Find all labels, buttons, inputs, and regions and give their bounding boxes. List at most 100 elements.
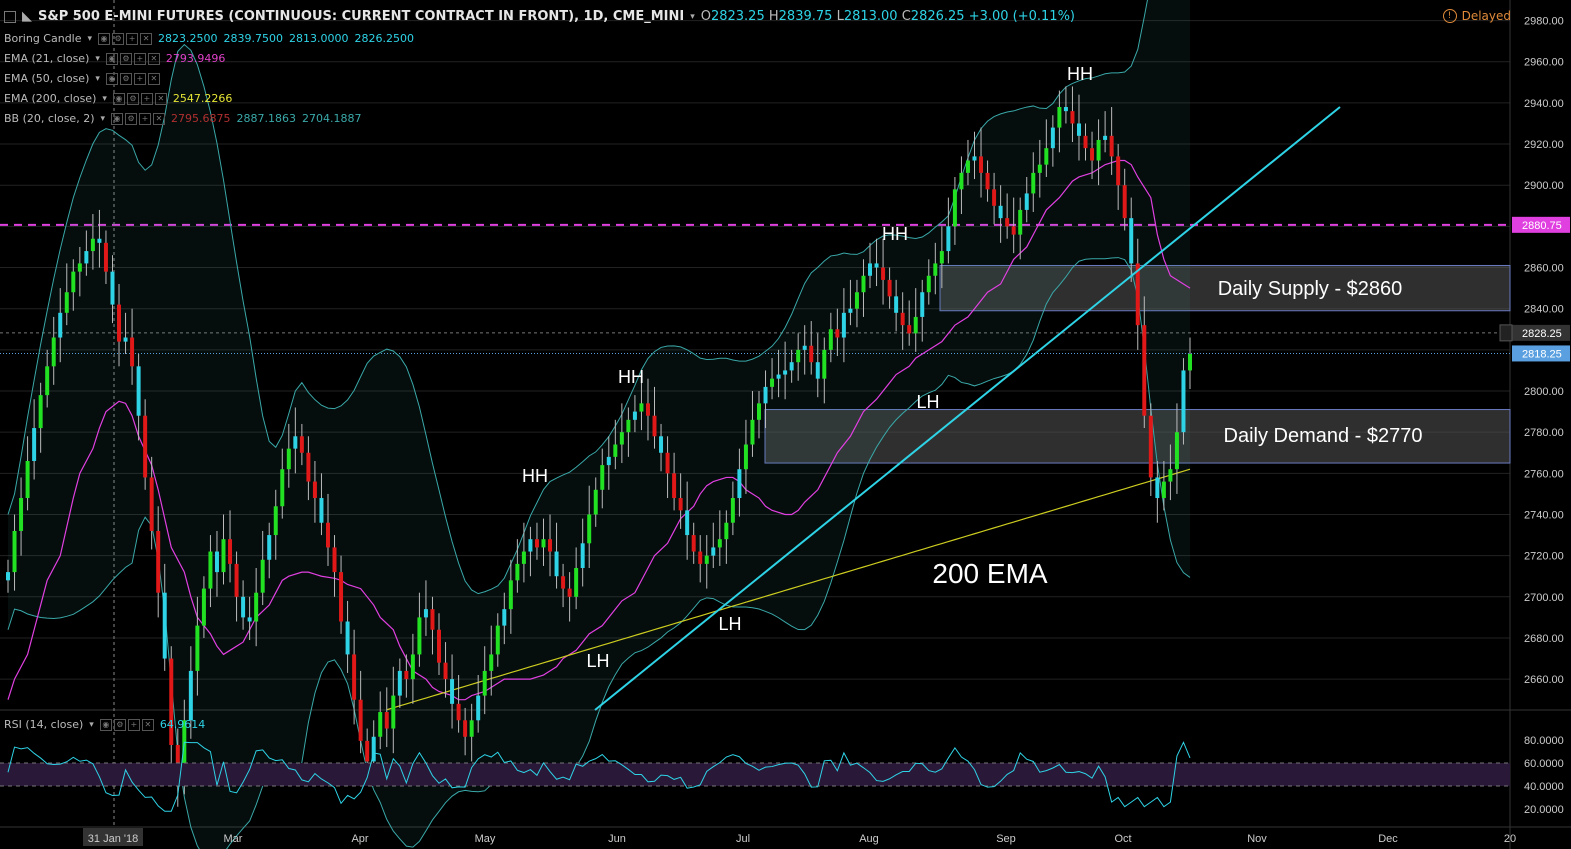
candle-body [809,345,814,363]
close-icon: ✕ [141,718,154,731]
bollinger-bands [7,0,1191,849]
chevron-down-icon[interactable]: ▾ [690,11,695,22]
indicator-controls[interactable]: ◉ ⚙ + ✕ [98,32,153,45]
chart-title[interactable]: S&P 500 E-MINI FUTURES (CONTINUOUS: CURR… [38,9,685,24]
candle-body [312,481,317,499]
close-icon[interactable]: ✕ [147,72,160,85]
candle-body [443,662,448,680]
plus-icon[interactable]: + [140,92,153,105]
eye-icon[interactable]: ◉ [111,112,124,125]
chevron-down-icon[interactable]: ▾ [95,73,100,84]
candle-body [90,238,95,252]
close-icon[interactable]: ✕ [154,92,167,105]
eye-icon[interactable]: ◉ [105,52,118,65]
eye-icon[interactable]: ◉ [112,92,125,105]
candle-body [1188,353,1192,371]
candle-body [1037,164,1042,173]
candle-body [195,625,200,671]
candle-body [1103,135,1108,140]
close-icon[interactable]: ✕ [147,52,160,65]
candle-body [319,498,324,523]
trendline [594,106,1341,711]
indicator-controls[interactable]: ◉ ⚙ + ✕ [111,112,166,125]
indicator-label: Boring Candle [4,32,82,45]
indicator-legend[interactable]: Boring Candle ▾ ◉ ⚙ + ✕ 2823.2500 2839.7500 2813… [4,32,414,45]
time-tick: 20 [1504,833,1516,845]
candle-body [659,436,664,453]
candle-body [1063,107,1068,112]
candle-body [508,580,513,610]
candle-body [926,275,931,293]
indicator-legend[interactable]: EMA (200, close) ▾ ◉ ⚙ + ✕ 2547.2266 [4,92,232,105]
chevron-down-icon[interactable]: ▾ [95,53,100,64]
candle-body [619,432,624,445]
supply-label: Daily Supply - $2860 [1218,278,1403,300]
indicator-legend[interactable]: EMA (50, close) ▾ ◉ ⚙ + ✕ [4,72,160,85]
hh-label: HH [882,224,908,244]
candle-body [502,609,507,626]
plus-icon[interactable]: + [133,52,146,65]
candle-body [352,654,357,700]
candle-body [724,522,729,540]
candle-body [645,403,650,416]
candle-body [639,403,644,412]
hh-label: HH [1067,64,1093,84]
indicator-legend[interactable]: BB (20, close, 2) ▾ ◉ ⚙ + ✕ 2795.6875 2887.1863… [4,112,362,125]
candle-body [828,329,833,350]
candle-body [84,251,89,264]
gear-icon[interactable]: ⚙ [119,72,132,85]
indicator-legend[interactable]: EMA (21, close) ▾ ◉ ⚙ + ✕ 2793.9496 [4,52,225,65]
chevron-down-icon[interactable]: ▾ [87,33,93,44]
rsi-controls[interactable]: ◉ ⚙ + ✕ [99,718,154,731]
chevron-down-icon[interactable]: ▾ [89,719,94,730]
indicator-value: 2795.6875 [171,112,231,125]
indicator-controls[interactable]: ◉ ⚙ + ✕ [105,52,160,65]
plus-icon[interactable]: + [126,32,139,45]
eye-icon[interactable]: ◉ [98,32,111,45]
candle-body [965,160,970,173]
indicator-controls[interactable]: ◉ ⚙ + ✕ [112,92,167,105]
candle-body [397,670,402,696]
candle-body [77,263,82,272]
plus-icon[interactable]: + [139,112,152,125]
rsi-tick: 20.0000 [1524,804,1564,816]
chevron-down-icon[interactable]: ▾ [100,113,106,124]
chart-title-row: ◣ S&P 500 E-MINI FUTURES (CONTINUOUS: CU… [4,9,1075,24]
time-axis: 31 Jan '18 Mar Apr May Jun Jul Aug Sep Oct Nov Dec… [83,828,1516,846]
indicator-value: 2704.1887 [302,112,362,125]
candle-body [952,189,957,227]
rsi-label: RSI (14, close) [4,718,84,731]
indicator-controls[interactable]: ◉ ⚙ + ✕ [105,72,160,85]
candle-body [815,362,820,379]
close-icon[interactable]: ✕ [153,112,166,125]
candle-body [208,551,213,589]
gear-icon[interactable]: ⚙ [126,92,139,105]
candle-body [554,551,559,577]
candle-body [110,271,115,305]
close-icon[interactable]: ✕ [140,32,153,45]
indicator-value: 2823.2500 [158,32,218,45]
gear-icon[interactable]: ⚙ [125,112,138,125]
price-badge-text: 2818.25 [1522,348,1562,360]
gear-icon[interactable]: ⚙ [112,32,125,45]
candle-body [58,312,63,338]
gear-icon[interactable]: ⚙ [119,52,132,65]
candle-body [1109,135,1114,157]
eye-icon[interactable]: ◉ [105,72,118,85]
bb-upper [7,0,1148,595]
candle-body [1044,148,1049,165]
price-badge [1512,216,1570,233]
plus-icon[interactable]: + [133,72,146,85]
bb-fill [8,0,1190,849]
candle-body [1174,432,1179,470]
time-tick: Oct [1114,833,1131,845]
time-tick: Nov [1247,833,1267,845]
chevron-down-icon[interactable]: ▾ [102,93,107,104]
candle-body [430,609,435,630]
rsi-line [7,741,1191,812]
candle-body [25,460,30,499]
price-tick: 2780.00 [1524,427,1564,439]
collapse-icon[interactable] [4,10,16,23]
rsi-legend[interactable]: RSI (14, close) ▾ ◉ ⚙ + ✕ 64.9614 [4,718,205,731]
